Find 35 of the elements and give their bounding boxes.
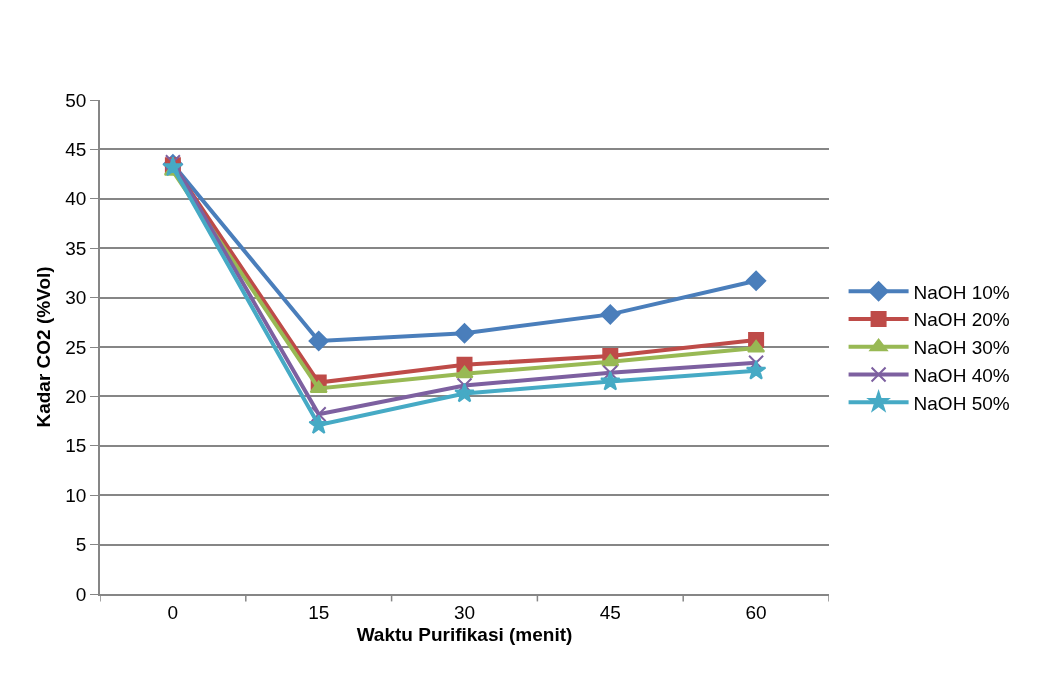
x-tick-label: 15 — [308, 601, 330, 623]
y-tick-label: 15 — [65, 435, 87, 457]
y-tick-label: 50 — [65, 89, 87, 111]
y-axis-title: Kadar CO2 (%Vol) — [32, 266, 54, 428]
y-tick-label: 5 — [75, 534, 87, 556]
point — [600, 304, 621, 325]
legend-label: NaOH 10% — [913, 281, 1010, 303]
legend-label: NaOH 30% — [913, 337, 1010, 359]
point — [308, 414, 330, 434]
y-tick-label: 35 — [65, 237, 87, 259]
point — [746, 270, 767, 291]
point — [599, 370, 621, 391]
point — [310, 406, 327, 423]
x-tick-label: 30 — [453, 601, 476, 623]
point — [745, 359, 767, 380]
y-tick-label: 45 — [65, 139, 87, 161]
point — [455, 365, 474, 379]
point — [454, 382, 475, 403]
y-tick-label: 20 — [65, 386, 87, 408]
point — [747, 339, 766, 353]
legend-label: NaOH 20% — [913, 309, 1010, 331]
y-tick-label: 0 — [75, 583, 87, 605]
y-tick-label: 30 — [65, 287, 87, 309]
point — [601, 353, 620, 367]
y-tick-label: 25 — [65, 336, 87, 358]
x-tick-label: 60 — [745, 601, 767, 623]
legend-label: NaOH 50% — [913, 392, 1010, 414]
x-tick-label: 45 — [599, 601, 621, 623]
y-tick-label: 10 — [65, 484, 87, 506]
legend-label: NaOH 40% — [913, 364, 1010, 386]
x-tick-label: 0 — [167, 601, 179, 623]
point — [308, 330, 329, 352]
point — [454, 323, 475, 344]
x-axis-title: Waktu Purifikasi (menit) — [356, 623, 573, 645]
y-tick-label: 40 — [65, 188, 87, 210]
